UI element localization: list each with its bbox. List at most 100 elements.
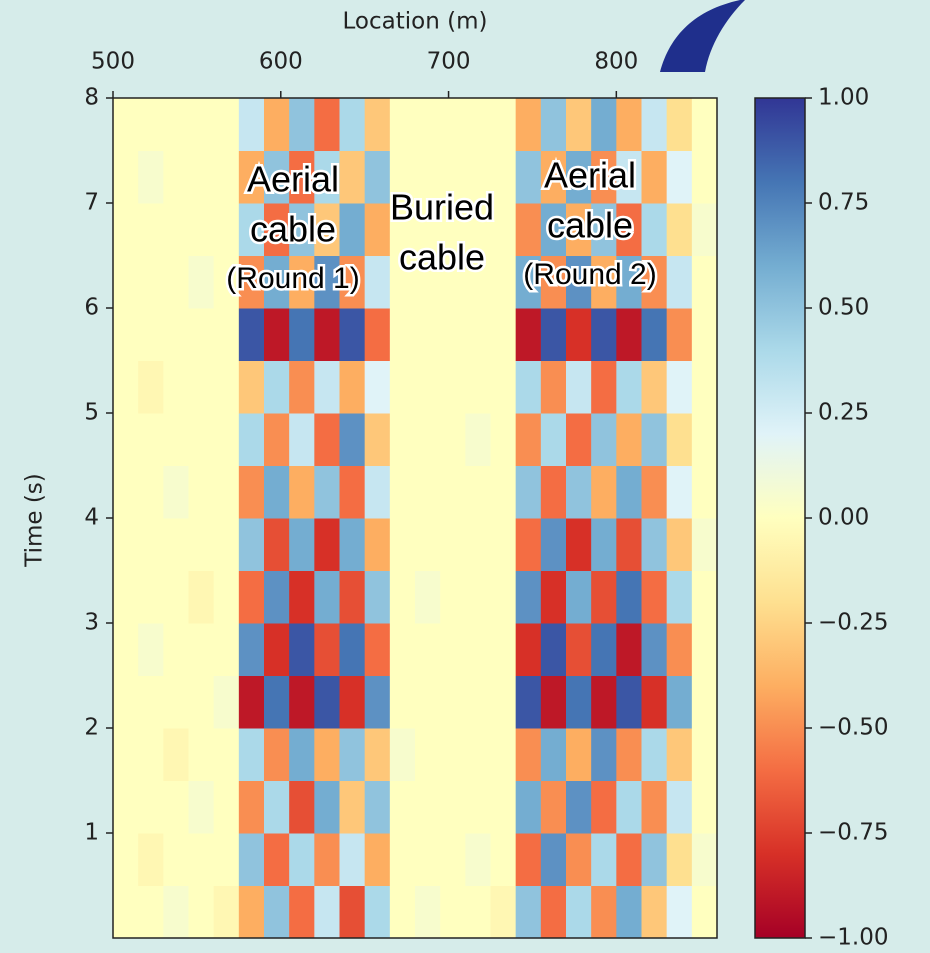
cell [616, 570, 642, 624]
cell [566, 885, 592, 939]
cell [188, 728, 215, 781]
cell [515, 255, 542, 309]
colorbar-tick-label: −1.00 [818, 925, 888, 951]
cell [238, 98, 265, 151]
cell [691, 780, 718, 834]
cell [238, 465, 265, 519]
cell [314, 675, 340, 729]
cell [641, 623, 668, 676]
cell [238, 570, 265, 624]
colorbar-tick-label: 0.50 [818, 295, 869, 321]
cell [465, 465, 491, 519]
cell [264, 255, 290, 309]
cell [163, 518, 189, 571]
y-tick-label: 7 [84, 190, 99, 216]
cell [616, 623, 642, 676]
cell [213, 833, 240, 886]
cell [238, 413, 265, 466]
cell [364, 150, 391, 204]
cell [364, 255, 391, 309]
annotation: cable [547, 205, 633, 246]
cell [113, 570, 139, 624]
cell [213, 623, 240, 676]
colorbar-tick-label: −0.75 [818, 820, 888, 846]
cell [666, 150, 693, 204]
cell [691, 413, 718, 466]
cell [138, 465, 164, 519]
cell [364, 570, 391, 624]
cell [188, 623, 215, 676]
cell [490, 255, 517, 309]
cell [566, 675, 592, 729]
cell [540, 675, 567, 729]
cell [364, 833, 391, 886]
colorbar [754, 97, 806, 939]
cell [515, 150, 542, 204]
cell [389, 203, 416, 256]
cell [138, 833, 164, 886]
cell [163, 465, 189, 519]
cell [540, 518, 567, 571]
cell [641, 255, 668, 309]
cell [364, 203, 391, 256]
cell [641, 885, 668, 939]
cell [666, 255, 693, 309]
cell [566, 833, 592, 886]
cell [389, 413, 416, 466]
cell [566, 203, 592, 256]
cell [314, 255, 340, 309]
cell [163, 360, 189, 414]
cell [415, 203, 441, 256]
cell [213, 150, 240, 204]
colorbar-tick-label: −0.50 [818, 715, 888, 741]
cell [163, 308, 189, 361]
cell [163, 780, 189, 834]
cell [641, 780, 668, 834]
cell [591, 675, 617, 729]
cell [666, 675, 693, 729]
cell [138, 203, 164, 256]
cell [490, 623, 517, 676]
cell [188, 780, 215, 834]
cell [490, 780, 517, 834]
cell [138, 360, 164, 414]
cell [314, 885, 340, 939]
cell [440, 570, 466, 624]
cell [540, 570, 567, 624]
cell [113, 308, 139, 361]
cell [616, 518, 642, 571]
cell [465, 150, 491, 204]
cell [641, 465, 668, 519]
cell [566, 623, 592, 676]
cell [264, 833, 290, 886]
x-tick-label: 700 [427, 49, 471, 75]
cell [389, 255, 416, 309]
annotation: Buried [390, 187, 494, 228]
cell [641, 360, 668, 414]
cell [691, 465, 718, 519]
cell [264, 675, 290, 729]
cell [515, 780, 542, 834]
cell [540, 623, 567, 676]
y-tick-label: 1 [84, 820, 99, 846]
y-tick-label: 6 [84, 295, 99, 321]
cell [314, 308, 340, 361]
cell [591, 413, 617, 466]
x-tick-label: 500 [91, 49, 135, 75]
cell [415, 98, 441, 151]
cell [314, 413, 340, 466]
y-axis-label: Time (s) [22, 473, 48, 568]
x-axis-label: Location (m) [343, 9, 488, 35]
cell [440, 203, 466, 256]
cell [314, 150, 340, 204]
cell [515, 833, 542, 886]
cell [138, 98, 164, 151]
cell [113, 728, 139, 781]
cell [415, 465, 441, 519]
colorbar-tick-label: 0.00 [818, 505, 869, 531]
cell [188, 308, 215, 361]
cell [289, 255, 315, 309]
cell [490, 360, 517, 414]
cell [188, 518, 215, 571]
cell [289, 885, 315, 939]
